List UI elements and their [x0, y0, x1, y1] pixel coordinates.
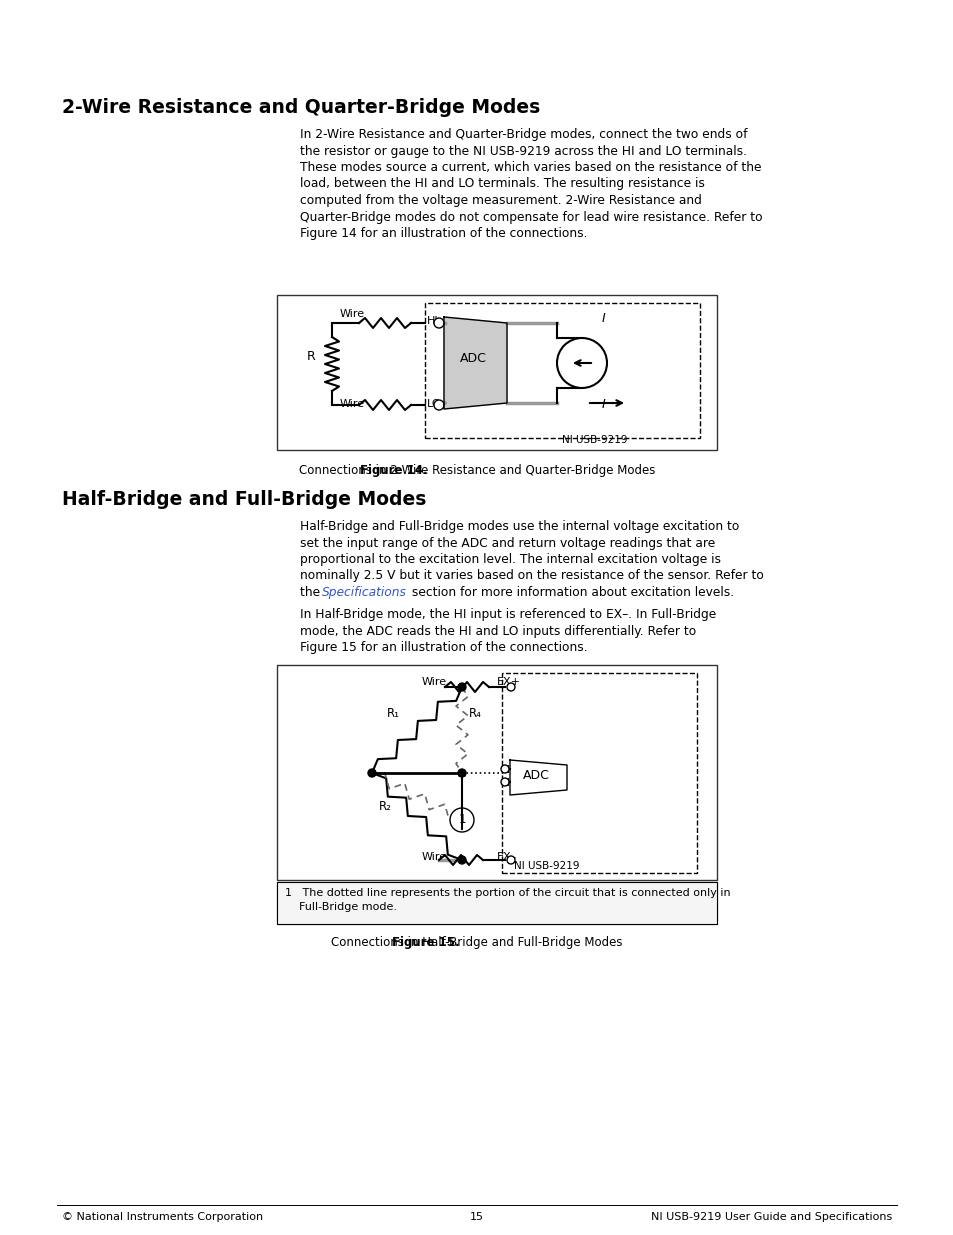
Circle shape — [457, 683, 465, 692]
Text: I: I — [601, 398, 605, 411]
Circle shape — [457, 769, 465, 777]
Text: NI USB-9219 User Guide and Specifications: NI USB-9219 User Guide and Specification… — [650, 1212, 891, 1221]
Text: 1   The dotted line represents the portion of the circuit that is connected only: 1 The dotted line represents the portion… — [285, 888, 730, 898]
Text: Figure 14 for an illustration of the connections.: Figure 14 for an illustration of the con… — [299, 227, 587, 240]
Bar — [501, 673, 697, 873]
Text: Half-Bridge and Full-Bridge Modes: Half-Bridge and Full-Bridge Modes — [62, 490, 426, 509]
Text: R₄: R₄ — [469, 706, 481, 720]
Text: Wire: Wire — [421, 677, 447, 687]
Circle shape — [500, 764, 509, 773]
Text: EX–: EX– — [497, 852, 517, 862]
Circle shape — [457, 856, 465, 864]
Bar — [276, 882, 717, 924]
Text: In Half-Bridge mode, the HI input is referenced to EX–. In Full-Bridge: In Half-Bridge mode, the HI input is ref… — [299, 608, 716, 621]
Bar — [276, 664, 717, 881]
Text: HI: HI — [506, 764, 518, 776]
Text: nominally 2.5 V but it varies based on the resistance of the sensor. Refer to: nominally 2.5 V but it varies based on t… — [299, 569, 763, 583]
Text: Specifications: Specifications — [322, 585, 406, 599]
Text: Full-Bridge mode.: Full-Bridge mode. — [285, 902, 396, 911]
Text: R₁: R₁ — [387, 706, 399, 720]
Text: LO: LO — [427, 399, 441, 409]
Text: Wire: Wire — [421, 852, 447, 862]
Text: proportional to the excitation level. The internal excitation voltage is: proportional to the excitation level. Th… — [299, 553, 720, 566]
Polygon shape — [443, 317, 506, 409]
Polygon shape — [510, 760, 566, 795]
Circle shape — [368, 769, 375, 777]
Text: R: R — [307, 351, 315, 363]
Text: © National Instruments Corporation: © National Instruments Corporation — [62, 1212, 263, 1221]
Circle shape — [434, 317, 443, 329]
Text: Half-Bridge and Full-Bridge modes use the internal voltage excitation to: Half-Bridge and Full-Bridge modes use th… — [299, 520, 739, 534]
Text: the: the — [299, 585, 324, 599]
Text: HI: HI — [427, 316, 438, 326]
Text: These modes source a current, which varies based on the resistance of the: These modes source a current, which vari… — [299, 161, 760, 174]
Circle shape — [500, 778, 509, 785]
Bar — [276, 882, 717, 924]
Text: 2-Wire Resistance and Quarter-Bridge Modes: 2-Wire Resistance and Quarter-Bridge Mod… — [62, 98, 539, 117]
Text: Connections in Half-Bridge and Full-Bridge Modes: Connections in Half-Bridge and Full-Brid… — [331, 936, 622, 948]
Text: 1: 1 — [458, 813, 466, 826]
Text: Quarter-Bridge modes do not compensate for lead wire resistance. Refer to: Quarter-Bridge modes do not compensate f… — [299, 210, 761, 224]
Text: 15: 15 — [470, 1212, 483, 1221]
Text: ADC: ADC — [522, 769, 549, 782]
Text: EX+: EX+ — [497, 677, 520, 687]
Text: the resistor or gauge to the NI USB-9219 across the HI and LO terminals.: the resistor or gauge to the NI USB-9219… — [299, 144, 746, 158]
Text: In 2-Wire Resistance and Quarter-Bridge modes, connect the two ends of: In 2-Wire Resistance and Quarter-Bridge … — [299, 128, 747, 141]
Text: computed from the voltage measurement. 2-Wire Resistance and: computed from the voltage measurement. 2… — [299, 194, 701, 207]
Bar — [424, 303, 700, 438]
Circle shape — [434, 400, 443, 410]
Circle shape — [506, 856, 515, 864]
Text: set the input range of the ADC and return voltage readings that are: set the input range of the ADC and retur… — [299, 536, 715, 550]
Text: I: I — [601, 312, 605, 325]
Circle shape — [557, 338, 606, 388]
Circle shape — [506, 683, 515, 692]
Text: R₃: R₃ — [452, 813, 464, 826]
Circle shape — [450, 808, 474, 832]
Text: Wire: Wire — [339, 399, 365, 409]
Text: LO: LO — [506, 778, 521, 788]
Text: NI USB-9219: NI USB-9219 — [561, 435, 627, 445]
Text: Connections in 2-Wire Resistance and Quarter-Bridge Modes: Connections in 2-Wire Resistance and Qua… — [298, 464, 655, 477]
Text: section for more information about excitation levels.: section for more information about excit… — [408, 585, 734, 599]
Text: Figure 15 for an illustration of the connections.: Figure 15 for an illustration of the con… — [299, 641, 587, 655]
Text: Wire: Wire — [339, 309, 365, 319]
Text: Figure 15.: Figure 15. — [392, 936, 459, 948]
Text: NI USB-9219: NI USB-9219 — [514, 861, 578, 871]
Bar — [276, 295, 717, 450]
Text: load, between the HI and LO terminals. The resulting resistance is: load, between the HI and LO terminals. T… — [299, 178, 704, 190]
Text: Figure 14.: Figure 14. — [359, 464, 427, 477]
Text: R₂: R₂ — [378, 800, 392, 813]
Text: ADC: ADC — [459, 352, 486, 364]
Text: mode, the ADC reads the HI and LO inputs differentially. Refer to: mode, the ADC reads the HI and LO inputs… — [299, 625, 696, 637]
